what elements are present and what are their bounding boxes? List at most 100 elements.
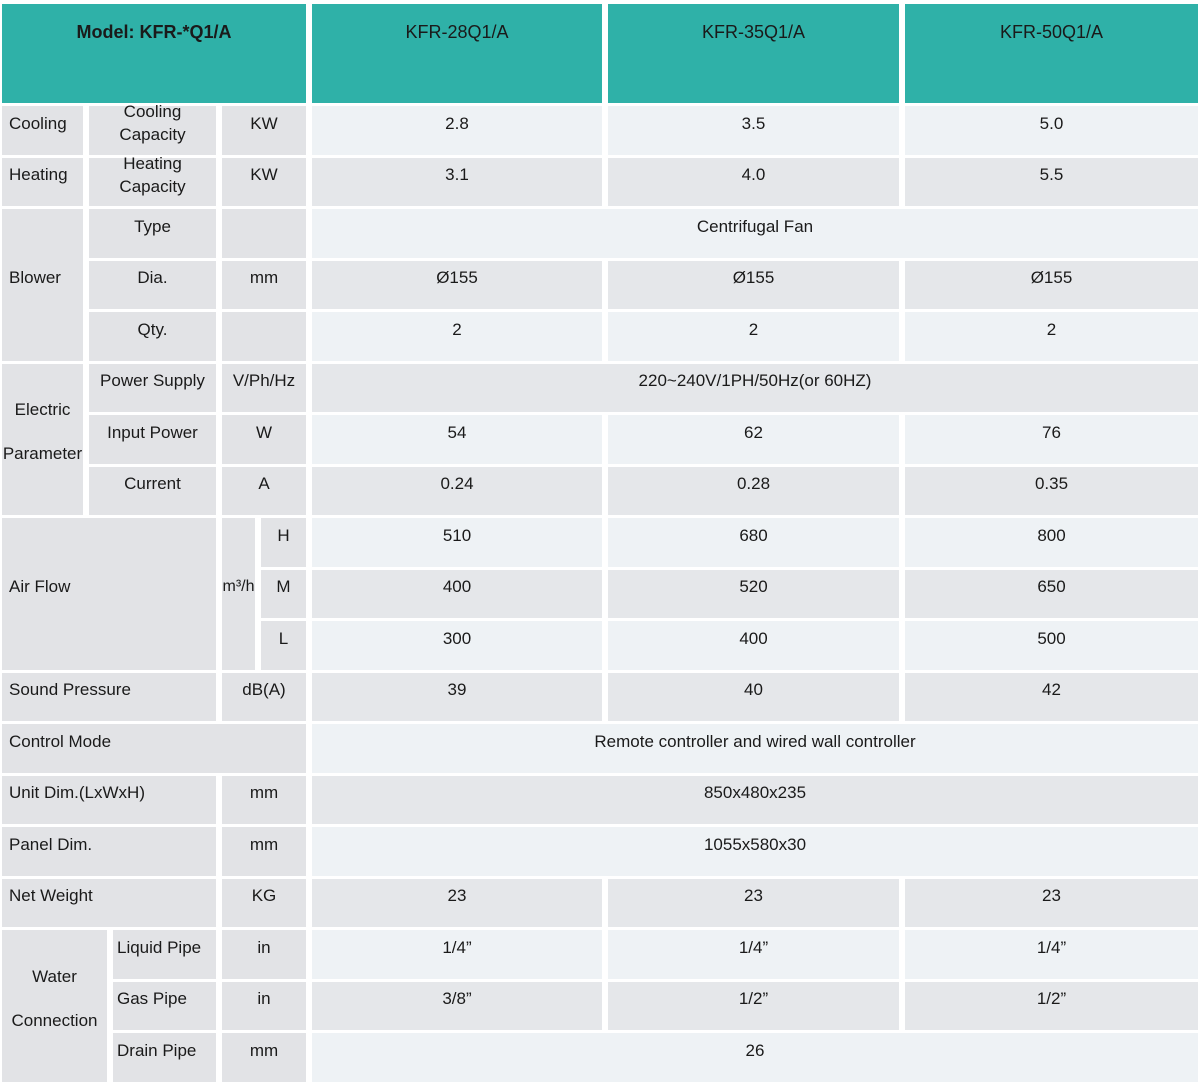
net-weight-value-kfr28: 23 [312, 878, 602, 927]
power-supply-unit: V/Ph/Hz [222, 363, 306, 412]
electric-section: Electric Parameter Power Supply V/Ph/Hz … [2, 363, 1198, 515]
airflow-high-value-kfr35: 680 [608, 518, 899, 567]
liquid-pipe-value-kfr50: 1/4” [905, 930, 1198, 979]
airflow-medium-value-kfr28: 400 [312, 569, 602, 618]
sound-pressure-value-kfr28: 39 [312, 672, 602, 721]
drain-pipe-label: Drain Pipe [113, 1033, 216, 1082]
blower-qty-value-kfr50: 2 [905, 312, 1198, 361]
electric-parameter-label: Electric Parameter [2, 363, 83, 515]
input-power-unit: W [222, 415, 306, 464]
airflow-low-label: L [261, 621, 306, 670]
gas-pipe-unit: in [222, 981, 306, 1030]
control-mode-row: Control Mode Remote controller and wired… [2, 724, 1198, 773]
net-weight-value-kfr35: 23 [608, 878, 899, 927]
current-value-kfr35: 0.28 [608, 466, 899, 515]
model-column-kfr28: KFR-28Q1/A [312, 4, 602, 103]
blower-dia-value-kfr35: Ø155 [608, 260, 899, 309]
blower-dia-label: Dia. [89, 260, 216, 309]
airflow-high-label: H [261, 518, 306, 567]
airflow-high-value-kfr28: 510 [312, 518, 602, 567]
cooling-value-kfr50: 5.0 [905, 106, 1198, 155]
power-supply-value: 220~240V/1PH/50Hz(or 60HZ) [312, 363, 1198, 412]
blower-qty-unit [222, 312, 306, 361]
airflow-high-value-kfr50: 800 [905, 518, 1198, 567]
sound-pressure-label: Sound Pressure [2, 672, 216, 721]
current-label: Current [89, 466, 216, 515]
panel-dim-unit: mm [222, 827, 306, 876]
model-column-kfr35: KFR-35Q1/A [608, 4, 899, 103]
blower-qty-label: Qty. [89, 312, 216, 361]
heating-row: Heating Heating Capacity KW 3.1 4.0 5.5 [2, 154, 1198, 206]
cooling-value-kfr35: 3.5 [608, 106, 899, 155]
blower-qty-value-kfr35: 2 [608, 312, 899, 361]
gas-pipe-label: Gas Pipe [113, 981, 216, 1030]
cooling-value-kfr28: 2.8 [312, 106, 602, 155]
drain-pipe-value: 26 [312, 1033, 1198, 1082]
blower-qty-value-kfr28: 2 [312, 312, 602, 361]
unit-dim-label: Unit Dim.(LxWxH) [2, 775, 216, 824]
water-connection-section: Water Connection Liquid Pipe in 1/4” 1/4… [2, 930, 1198, 1082]
drain-pipe-unit: mm [222, 1033, 306, 1082]
input-power-value-kfr35: 62 [608, 415, 899, 464]
net-weight-value-kfr50: 23 [905, 878, 1198, 927]
liquid-pipe-value-kfr35: 1/4” [608, 930, 899, 979]
model-column-kfr50: KFR-50Q1/A [905, 4, 1198, 103]
cooling-row: Cooling Cooling Capacity KW 2.8 3.5 5.0 [2, 102, 1198, 155]
airflow-label: Air Flow [2, 518, 216, 670]
input-power-value-kfr28: 54 [312, 415, 602, 464]
blower-type-label: Type [89, 209, 216, 258]
unit-dim-unit: mm [222, 775, 306, 824]
airflow-low-value-kfr50: 500 [905, 621, 1198, 670]
airflow-unit: m³/h [222, 518, 255, 670]
model-header-cell: Model: KFR-*Q1/A [2, 4, 306, 103]
current-unit: A [222, 466, 306, 515]
panel-dim-value: 1055x580x30 [312, 827, 1198, 876]
panel-dim-label: Panel Dim. [2, 827, 216, 876]
unit-dim-row: Unit Dim.(LxWxH) mm 850x480x235 [2, 775, 1198, 824]
airflow-medium-value-kfr50: 650 [905, 569, 1198, 618]
heating-value-kfr28: 3.1 [312, 157, 602, 206]
airflow-section: Air Flow m³/h H 510 680 800 M 400 520 65… [2, 518, 1198, 670]
current-value-kfr28: 0.24 [312, 466, 602, 515]
heating-label: Heating [2, 157, 83, 206]
liquid-pipe-label: Liquid Pipe [113, 930, 216, 979]
net-weight-label: Net Weight [2, 878, 216, 927]
sound-pressure-unit: dB(A) [222, 672, 306, 721]
sound-pressure-row: Sound Pressure dB(A) 39 40 42 [2, 672, 1198, 721]
panel-dim-row: Panel Dim. mm 1055x580x30 [2, 827, 1198, 876]
blower-dia-unit: mm [222, 260, 306, 309]
blower-label: Blower [2, 209, 83, 361]
header-row: Model: KFR-*Q1/A KFR-28Q1/A KFR-35Q1/A K… [2, 4, 1198, 103]
heating-capacity-label: Heating Capacity [89, 154, 216, 206]
net-weight-unit: KG [222, 878, 306, 927]
airflow-medium-label: M [261, 569, 306, 618]
heating-unit: KW [222, 157, 306, 206]
gas-pipe-value-kfr50: 1/2” [905, 981, 1198, 1030]
gas-pipe-value-kfr28: 3/8” [312, 981, 602, 1030]
liquid-pipe-unit: in [222, 930, 306, 979]
power-supply-label: Power Supply [89, 363, 216, 412]
unit-dim-value: 850x480x235 [312, 775, 1198, 824]
control-mode-value: Remote controller and wired wall control… [312, 724, 1198, 773]
input-power-value-kfr50: 76 [905, 415, 1198, 464]
blower-dia-value-kfr28: Ø155 [312, 260, 602, 309]
airflow-low-value-kfr35: 400 [608, 621, 899, 670]
sound-pressure-value-kfr50: 42 [905, 672, 1198, 721]
cooling-label: Cooling [2, 106, 83, 155]
blower-dia-value-kfr50: Ø155 [905, 260, 1198, 309]
cooling-unit: KW [222, 106, 306, 155]
airflow-medium-value-kfr35: 520 [608, 569, 899, 618]
gas-pipe-value-kfr35: 1/2” [608, 981, 899, 1030]
input-power-label: Input Power [89, 415, 216, 464]
water-connection-label: Water Connection [2, 930, 107, 1082]
blower-type-value: Centrifugal Fan [312, 209, 1198, 258]
blower-type-unit [222, 209, 306, 258]
sound-pressure-value-kfr35: 40 [608, 672, 899, 721]
liquid-pipe-value-kfr28: 1/4” [312, 930, 602, 979]
heating-value-kfr50: 5.5 [905, 157, 1198, 206]
net-weight-row: Net Weight KG 23 23 23 [2, 878, 1198, 927]
current-value-kfr50: 0.35 [905, 466, 1198, 515]
blower-section: Blower Type Centrifugal Fan Dia. mm Ø155… [2, 209, 1198, 361]
airflow-low-value-kfr28: 300 [312, 621, 602, 670]
